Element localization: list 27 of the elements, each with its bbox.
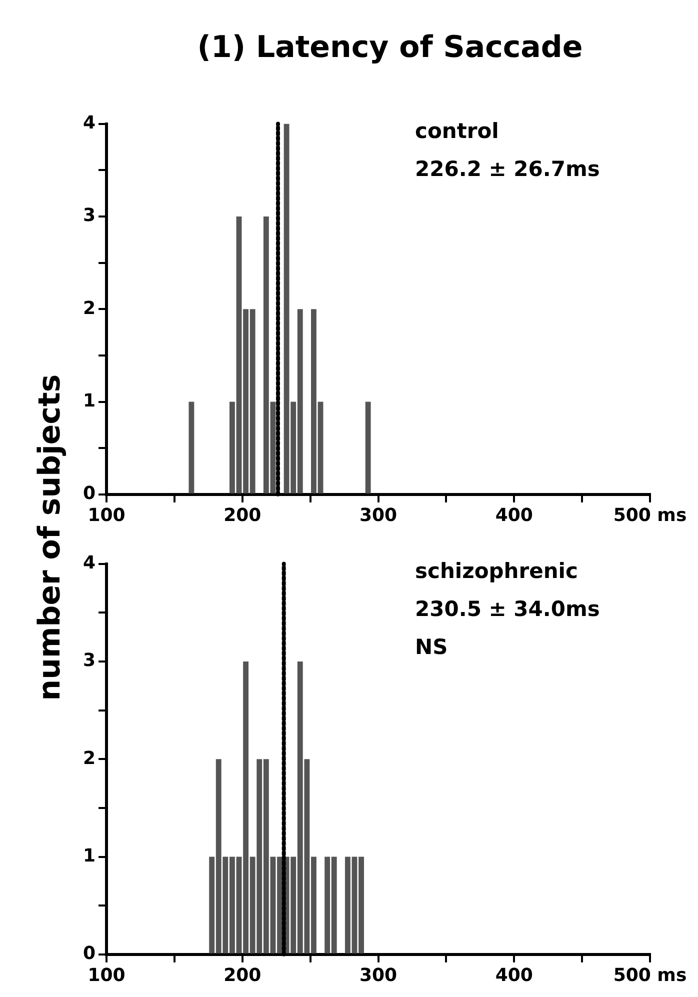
- x-tick-label: 100: [88, 964, 126, 986]
- y-tick-label: 0: [82, 943, 96, 964]
- chart-title: (1) Latency of Saccade: [196, 30, 584, 65]
- annotation: 226.2 ± 26.7ms: [415, 156, 600, 181]
- y-tick-label: 3: [82, 650, 96, 672]
- annotation: 230.5 ± 34.0ms: [415, 596, 600, 621]
- x-tick-label: 300: [359, 504, 398, 526]
- annotation: schizophrenic: [415, 558, 578, 583]
- x-tick-label: 200: [224, 964, 262, 986]
- x-tick-label: 100: [88, 504, 126, 526]
- x-tick-label: 300: [359, 964, 398, 986]
- y-tick-label: 3: [82, 205, 96, 226]
- y-tick-label: 0: [82, 483, 96, 504]
- y-tick-label: 1: [82, 845, 96, 866]
- x-tick-label: 200: [224, 504, 262, 526]
- y-tick-label: 4: [82, 112, 96, 134]
- y-tick-label: 2: [82, 298, 96, 319]
- annotation: NS: [415, 634, 448, 659]
- x-tick-label: 500 ms: [613, 964, 687, 986]
- y-tick-label: 2: [82, 748, 96, 769]
- y-axis-title: number of subjects: [32, 373, 68, 703]
- y-tick-label: 4: [82, 552, 96, 574]
- x-tick-label: 400: [495, 964, 533, 986]
- annotation: control: [415, 118, 499, 143]
- x-tick-label: 400: [495, 504, 533, 526]
- x-tick-label: 500 ms: [613, 504, 687, 526]
- y-tick-label: 1: [82, 390, 96, 412]
